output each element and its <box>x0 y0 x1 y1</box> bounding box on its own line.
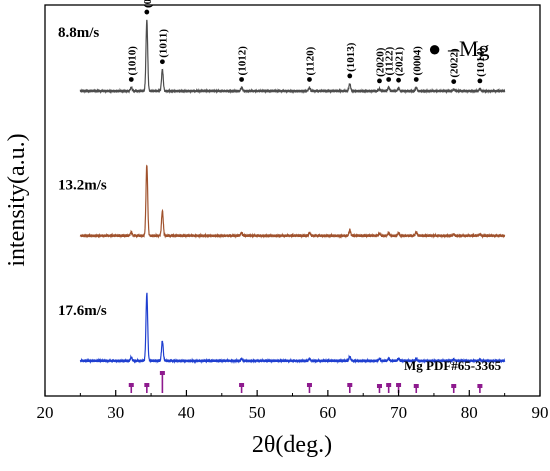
peak-label: (0004) <box>411 46 423 76</box>
series-label: 13.2m/s <box>58 178 107 194</box>
peak-marker <box>413 77 419 82</box>
peak-marker <box>396 77 401 83</box>
peak-marker <box>128 77 134 82</box>
x-tick-label: 70 <box>390 403 407 422</box>
peak-marker <box>451 79 457 85</box>
x-axis-title: 2θ(deg.) <box>252 432 332 458</box>
legend-symbol: ● <box>428 36 441 61</box>
series-line <box>79 19 506 95</box>
reference-marker <box>347 383 353 387</box>
x-axis-ticks: 20 30 40 50 60 70 80 90 <box>37 390 549 422</box>
peak-label: (2022) <box>449 48 461 78</box>
peak-label: (2021) <box>394 47 406 77</box>
reference-marker <box>376 384 382 388</box>
peak-label: (1013) <box>345 42 357 72</box>
reference-marker <box>239 383 245 387</box>
legend: ● –Mg <box>428 36 490 61</box>
reference-label: Mg PDF#65-3365 <box>404 358 502 373</box>
series-line <box>79 292 506 365</box>
peak-label: (1012) <box>237 46 249 76</box>
x-tick-label: 40 <box>178 403 195 422</box>
reference-marker <box>396 383 402 387</box>
legend-text: –Mg <box>447 36 490 61</box>
peak-label: (1120) <box>304 46 316 75</box>
reference-marker <box>413 384 419 388</box>
peak-marker <box>477 78 483 84</box>
x-tick-label: 30 <box>107 403 124 422</box>
series-group: 8.8m/s 13.2m/s 17.6m/s <box>58 19 506 365</box>
peak-label: (1014) <box>475 47 487 77</box>
peak-label: (1122) <box>384 46 396 75</box>
peak-labels: (1010) (0002) (1011) (1012) (1120) (1013) (202… <box>126 0 487 85</box>
peak-marker <box>307 77 312 82</box>
x-tick-label: 80 <box>461 403 478 422</box>
peak-marker <box>159 59 165 65</box>
x-tick-label: 20 <box>37 403 54 422</box>
reference-marker <box>306 383 312 387</box>
reference-pattern <box>128 371 483 393</box>
peak-marker <box>144 9 150 15</box>
peak-label: (2020) <box>374 47 386 77</box>
x-tick-label: 90 <box>532 403 549 422</box>
reference-marker <box>128 383 134 387</box>
series-label: 8.8m/s <box>58 25 99 41</box>
reference-marker <box>451 384 457 388</box>
plot-frame <box>44 4 541 397</box>
reference-marker <box>159 371 165 375</box>
series-line <box>79 164 506 240</box>
reference-marker <box>144 383 150 387</box>
peak-marker <box>239 77 244 82</box>
series-label: 17.6m/s <box>58 303 107 319</box>
peak-label: (0002) <box>142 0 154 8</box>
y-axis-title: intensity(a.u.) <box>4 133 30 266</box>
peak-marker <box>377 78 382 84</box>
peak-marker <box>386 77 392 82</box>
x-tick-label: 50 <box>249 403 266 422</box>
x-tick-label: 60 <box>319 403 336 422</box>
reference-marker <box>386 383 392 387</box>
peak-marker <box>347 73 353 79</box>
reference-marker <box>477 384 483 388</box>
peak-label: (1010) <box>126 46 138 76</box>
peak-label: (1011) <box>157 29 169 58</box>
